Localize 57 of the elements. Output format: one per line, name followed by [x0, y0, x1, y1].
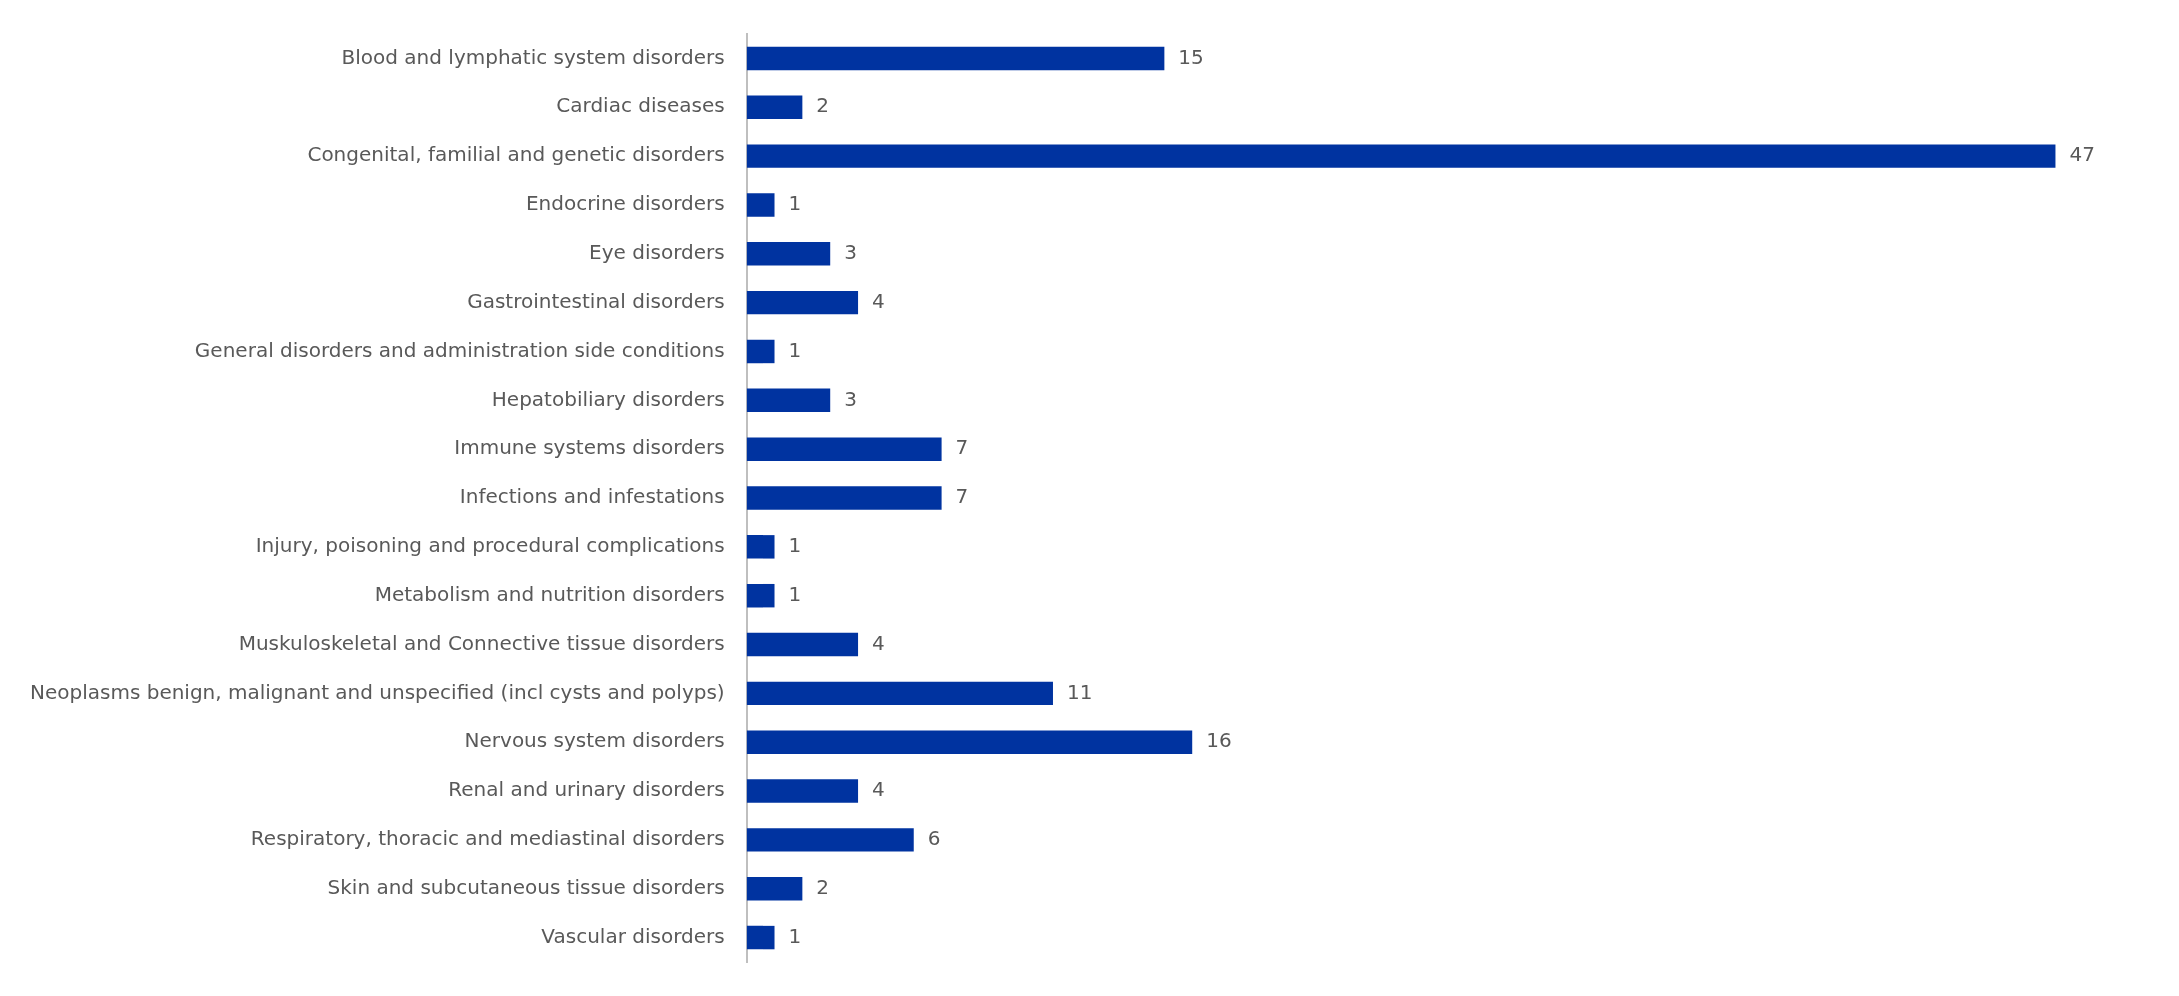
y-tick-label: Endocrine disorders: [525, 191, 725, 216]
y-tick-label: Blood and lymphatic system disorders: [341, 44, 725, 69]
data-label: 4: [872, 777, 885, 802]
data-label: 3: [844, 239, 857, 264]
bar: [746, 388, 831, 413]
data-label: 47: [2069, 142, 2095, 167]
y-tick-label: Skin and subcutaneous tissue disorders: [327, 874, 725, 899]
bar: [746, 583, 775, 608]
data-label: 4: [872, 630, 885, 655]
y-tick-label: Immune systems disorders: [454, 435, 725, 460]
data-label: 1: [788, 923, 802, 948]
data-label: 6: [927, 826, 941, 851]
y-tick-label: Metabolism and nutrition disorders: [374, 581, 725, 606]
y-tick-label: Muskuloskeletal and Connective tissue disorders: [238, 630, 725, 655]
y-tick-label: Renal and urinary disorders: [448, 777, 725, 802]
bar: [746, 486, 942, 510]
bar: [746, 193, 775, 217]
y-tick-label: Neoplasms benign, malignant and unspecified (incl cysts and polyps): [30, 679, 725, 704]
data-label: 1: [788, 191, 802, 216]
bar: [746, 535, 775, 559]
y-tick-label: Infections and infestations: [459, 484, 725, 509]
bar: [746, 46, 1165, 71]
y-tick-label: Injury, poisoning and procedural complications: [255, 533, 725, 558]
y-tick-label: Gastrointestinal disorders: [467, 288, 725, 313]
y-tick-label: Eye disorders: [589, 239, 725, 264]
bar: [746, 877, 803, 901]
data-label: 7: [955, 484, 969, 509]
data-label: 1: [788, 533, 802, 558]
y-tick-label: Hepatobiliary disorders: [491, 386, 725, 411]
data-label: 11: [1066, 679, 1093, 704]
bar: [746, 925, 775, 950]
y-tick-label: Congenital, familial and genetic disorders: [307, 142, 725, 167]
bar: [746, 437, 942, 461]
data-label: 16: [1206, 728, 1232, 753]
data-label: 4: [872, 288, 885, 313]
bar: [746, 95, 803, 119]
bar: [746, 730, 1193, 754]
data-label: 1: [788, 337, 802, 362]
y-tick-label: General disorders and administration side conditions: [194, 337, 725, 362]
data-label: 7: [955, 435, 969, 460]
data-label: 15: [1178, 44, 1204, 69]
bar: [746, 242, 831, 266]
data-label: 3: [844, 386, 857, 411]
bar: [746, 779, 859, 803]
bar: [746, 144, 2056, 168]
y-tick-label: Nervous system disorders: [464, 728, 725, 753]
y-tick-label: Respiratory, thoracic and mediastinal disorders: [250, 826, 725, 851]
bar: [746, 828, 914, 852]
data-label: 2: [816, 874, 830, 899]
bar: [746, 632, 859, 657]
bar: [746, 681, 1053, 706]
bar: [746, 290, 859, 315]
y-tick-label: Vascular disorders: [541, 923, 725, 948]
data-label: 2: [816, 93, 830, 118]
y-tick-label: Cardiac diseases: [556, 93, 725, 118]
data-label: 1: [788, 581, 802, 606]
bar: [746, 339, 775, 364]
